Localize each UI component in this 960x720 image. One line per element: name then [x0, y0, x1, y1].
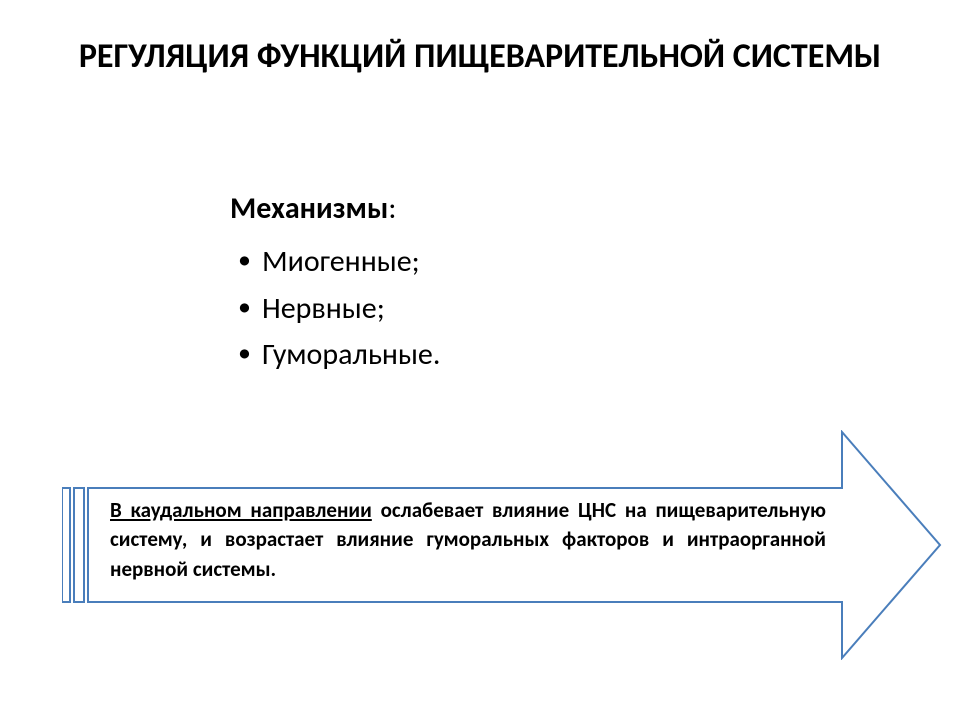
arrow-callout: В каудальном направлении ослабевает влия… — [62, 430, 942, 660]
mechanisms-list: Миогенные; Нервные; Гуморальные. — [230, 239, 790, 379]
mechanisms-heading: Механизмы: — [230, 190, 790, 227]
list-item: Гуморальные. — [262, 332, 790, 379]
arrow-underlined-lead: В каудальном направлении — [110, 497, 372, 523]
list-item: Миогенные; — [262, 239, 790, 286]
slide-title: РЕГУЛЯЦИЯ ФУНКЦИЙ ПИЩЕВАРИТЕЛЬНОЙ СИСТЕМ… — [0, 36, 960, 79]
mechanisms-colon: : — [388, 190, 396, 227]
mechanisms-label-text: Механизмы — [230, 190, 388, 227]
arrow-text: В каудальном направлении ослабевает влия… — [110, 496, 826, 584]
mechanisms-block: Механизмы: Миогенные; Нервные; Гуморальн… — [230, 190, 790, 379]
list-item: Нервные; — [262, 286, 790, 333]
slide: РЕГУЛЯЦИЯ ФУНКЦИЙ ПИЩЕВАРИТЕЛЬНОЙ СИСТЕМ… — [0, 0, 960, 720]
